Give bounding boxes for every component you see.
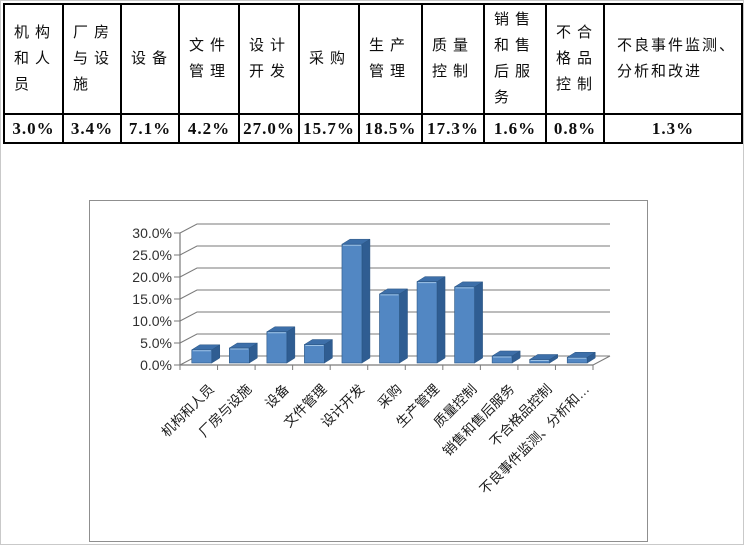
chart-bar-side bbox=[474, 281, 483, 364]
chart-bar bbox=[191, 349, 213, 364]
table-header-cell: 文件管理 bbox=[178, 3, 240, 115]
floor-right-edge bbox=[592, 355, 611, 366]
y-axis-label: 0.0% bbox=[140, 357, 172, 373]
table-header-cell: 机构和人员 bbox=[3, 3, 64, 115]
chart-bar bbox=[341, 243, 363, 364]
table-value-cell: 1.3% bbox=[603, 113, 743, 144]
chart-bar bbox=[529, 359, 550, 364]
gridline bbox=[179, 267, 610, 278]
chart-frame: 0.0% 5.0% 10.0% 15.0% 20.0% 25.0% 30.0% 机构和人员 厂房… bbox=[89, 200, 648, 542]
table-value-cell: 3.4% bbox=[62, 113, 122, 144]
y-axis-label: 5.0% bbox=[140, 335, 172, 351]
chart-bar bbox=[491, 355, 513, 364]
table-value-cell: 3.0% bbox=[3, 113, 64, 144]
table-value-cell: 18.5% bbox=[358, 113, 423, 144]
chart-bar bbox=[566, 356, 588, 364]
chart-bar bbox=[416, 281, 438, 364]
chart-bar-side bbox=[286, 326, 296, 364]
gridline bbox=[179, 223, 610, 234]
chart-bar bbox=[304, 344, 325, 364]
chart-bar-side bbox=[436, 276, 446, 364]
table-value-row: 3.0% 3.4% 7.1% 4.2% 27.0% 15.7% 18.5% 17.3% 1.6%… bbox=[3, 113, 743, 144]
table-value-cell: 17.3% bbox=[421, 113, 485, 144]
chart-bar bbox=[229, 347, 250, 364]
table-value-cell: 7.1% bbox=[120, 113, 180, 144]
y-axis-label: 20.0% bbox=[132, 269, 172, 285]
table-header-cell: 生产管理 bbox=[358, 3, 423, 115]
table-header-cell: 质量控制 bbox=[421, 3, 485, 115]
table-value-cell: 1.6% bbox=[483, 113, 547, 144]
table-header-cell: 设计开发 bbox=[238, 3, 300, 115]
table-header-cell: 销售和售后服务 bbox=[483, 3, 547, 115]
chart-bar-side bbox=[361, 238, 371, 364]
table-header-row: 机构和人员 厂房与设施 设备 文件管理 设计开发 采购 生产管理 质量控制 销售和售后服务 不合格… bbox=[3, 3, 743, 115]
chart-bar bbox=[266, 331, 288, 364]
y-axis-label: 10.0% bbox=[132, 313, 172, 329]
y-axis-label: 25.0% bbox=[132, 247, 172, 263]
x-axis-label: 采购 bbox=[375, 382, 405, 412]
table-value-cell: 27.0% bbox=[238, 113, 300, 144]
table-header-cell: 不良事件监测、分析和改进 bbox=[603, 3, 743, 115]
table-value-cell: 0.8% bbox=[545, 113, 605, 144]
y-axis-label: 30.0% bbox=[132, 225, 172, 241]
chart-bar bbox=[379, 293, 400, 364]
chart-bar bbox=[454, 286, 475, 364]
gridline bbox=[179, 245, 610, 256]
y-axis-label: 15.0% bbox=[132, 291, 172, 307]
table-header-cell: 不合格品控制 bbox=[545, 3, 605, 115]
column-chart-3d: 0.0%5.0%10.0%15.0%20.0%25.0%30.0%机构和人员厂房… bbox=[132, 223, 611, 497]
chart-bar-side bbox=[399, 288, 408, 364]
table-value-cell: 4.2% bbox=[178, 113, 240, 144]
table-value-cell: 15.7% bbox=[298, 113, 360, 144]
table-header-cell: 设备 bbox=[120, 3, 180, 115]
x-axis-label: 设备 bbox=[262, 380, 293, 411]
table-header-cell: 厂房与设施 bbox=[62, 3, 122, 115]
table-header-cell: 采购 bbox=[298, 3, 360, 115]
summary-table: 机构和人员 厂房与设施 设备 文件管理 设计开发 采购 生产管理 质量控制 销售和售后服务 不合格… bbox=[3, 3, 743, 144]
